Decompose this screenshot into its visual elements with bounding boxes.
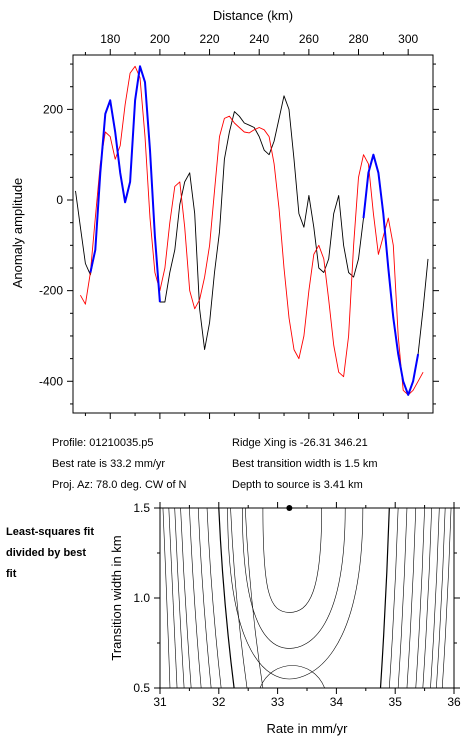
contour-lines	[162, 508, 452, 688]
ridge-xing-label: Ridge Xing is -26.31 346.21	[232, 437, 368, 449]
contour-line-right	[436, 508, 446, 688]
series-line-1	[80, 65, 424, 396]
anomaly-series	[75, 65, 429, 396]
profile-label: Profile: 01210035.p5	[52, 437, 154, 449]
contour-line-left	[197, 508, 212, 688]
contour-line-right	[415, 508, 425, 688]
y-tick-label: -200	[39, 284, 63, 298]
contour-line-basin	[259, 665, 325, 688]
x-tick-label: 180	[100, 32, 120, 46]
contour-x-tick-label: 31	[153, 695, 167, 709]
contour-line-u	[242, 508, 346, 649]
y-axis-title-top: Anomaly amplitude	[10, 178, 25, 289]
contour-line-left	[189, 508, 202, 688]
side-note: Least-squares fit divided by best fit	[6, 526, 95, 580]
contour-x-tick-label: 36	[447, 695, 461, 709]
anomaly-tick-labels: 180 200 220 240 260 280 300 200 0 -200 -400	[39, 32, 419, 388]
y-tick-label: 200	[43, 102, 63, 116]
contour-line-right	[389, 508, 399, 688]
contour-x-tick-label: 34	[330, 695, 344, 709]
proj-az-label: Proj. Az: 78.0 deg. CW of N	[52, 479, 187, 491]
x-tick-label: 200	[150, 32, 170, 46]
contour-line-left	[218, 508, 235, 688]
x-tick-label: 240	[249, 32, 269, 46]
contour-line-right	[430, 508, 440, 688]
contour-line-right	[379, 508, 390, 688]
contour-x-tick-label: 33	[271, 695, 285, 709]
series-line-3	[362, 153, 420, 396]
contour-line-left	[244, 508, 264, 688]
anomaly-ticks	[67, 49, 439, 419]
y-tick-label: 0	[56, 193, 63, 207]
x-tick-label: 220	[200, 32, 220, 46]
x-axis-title-top: Distance (km)	[213, 8, 293, 23]
contour-line-left	[180, 508, 192, 688]
contour-line-right	[397, 508, 408, 688]
contour-line-left	[230, 508, 248, 688]
contour-line-right	[406, 508, 417, 688]
contour-chart: 31 32 33 34 35 36 0.5 1.0 1.5 Rate in mm/yr Tran…	[109, 501, 461, 736]
contour-line-left	[168, 508, 178, 688]
contour-ticks	[154, 502, 460, 694]
contour-y-tick-label: 1.0	[133, 591, 150, 605]
contour-line-right	[441, 508, 452, 688]
contour-line-right	[422, 508, 432, 688]
contour-y-tick-label: 0.5	[133, 681, 150, 695]
contour-x-tick-label: 35	[389, 695, 403, 709]
x-tick-label: 280	[349, 32, 369, 46]
best-rate-label: Best rate is 33.2 mm/yr	[52, 458, 166, 470]
x-axis-title-bottom: Rate in mm/yr	[267, 721, 349, 736]
x-tick-label: 260	[299, 32, 319, 46]
anomaly-chart: 180 200 220 240 260 280 300 200 0 -200 -400 Distan…	[10, 8, 439, 419]
series-line-2	[89, 65, 161, 303]
contour-line-u	[262, 508, 322, 613]
contour-y-tick-label: 1.5	[133, 501, 150, 515]
anomaly-plot-frame	[72, 54, 434, 414]
best-fit-point	[286, 505, 293, 511]
contour-tick-labels: 31 32 33 34 35 36 0.5 1.0 1.5	[133, 501, 461, 709]
contour-plot-frame	[159, 507, 455, 689]
best-width-label: Best transition width is 1.5 km	[232, 458, 378, 470]
contour-line-left	[206, 508, 222, 688]
contour-line-left	[174, 508, 185, 688]
y-tick-label: -400	[39, 374, 63, 388]
x-tick-label: 300	[398, 32, 418, 46]
y-axis-title-bottom: Transition width in km	[109, 535, 124, 660]
contour-line-left	[162, 508, 171, 688]
depth-label: Depth to source is 3.41 km	[232, 479, 363, 491]
contour-line-u	[227, 508, 364, 680]
contour-x-tick-label: 32	[212, 695, 226, 709]
